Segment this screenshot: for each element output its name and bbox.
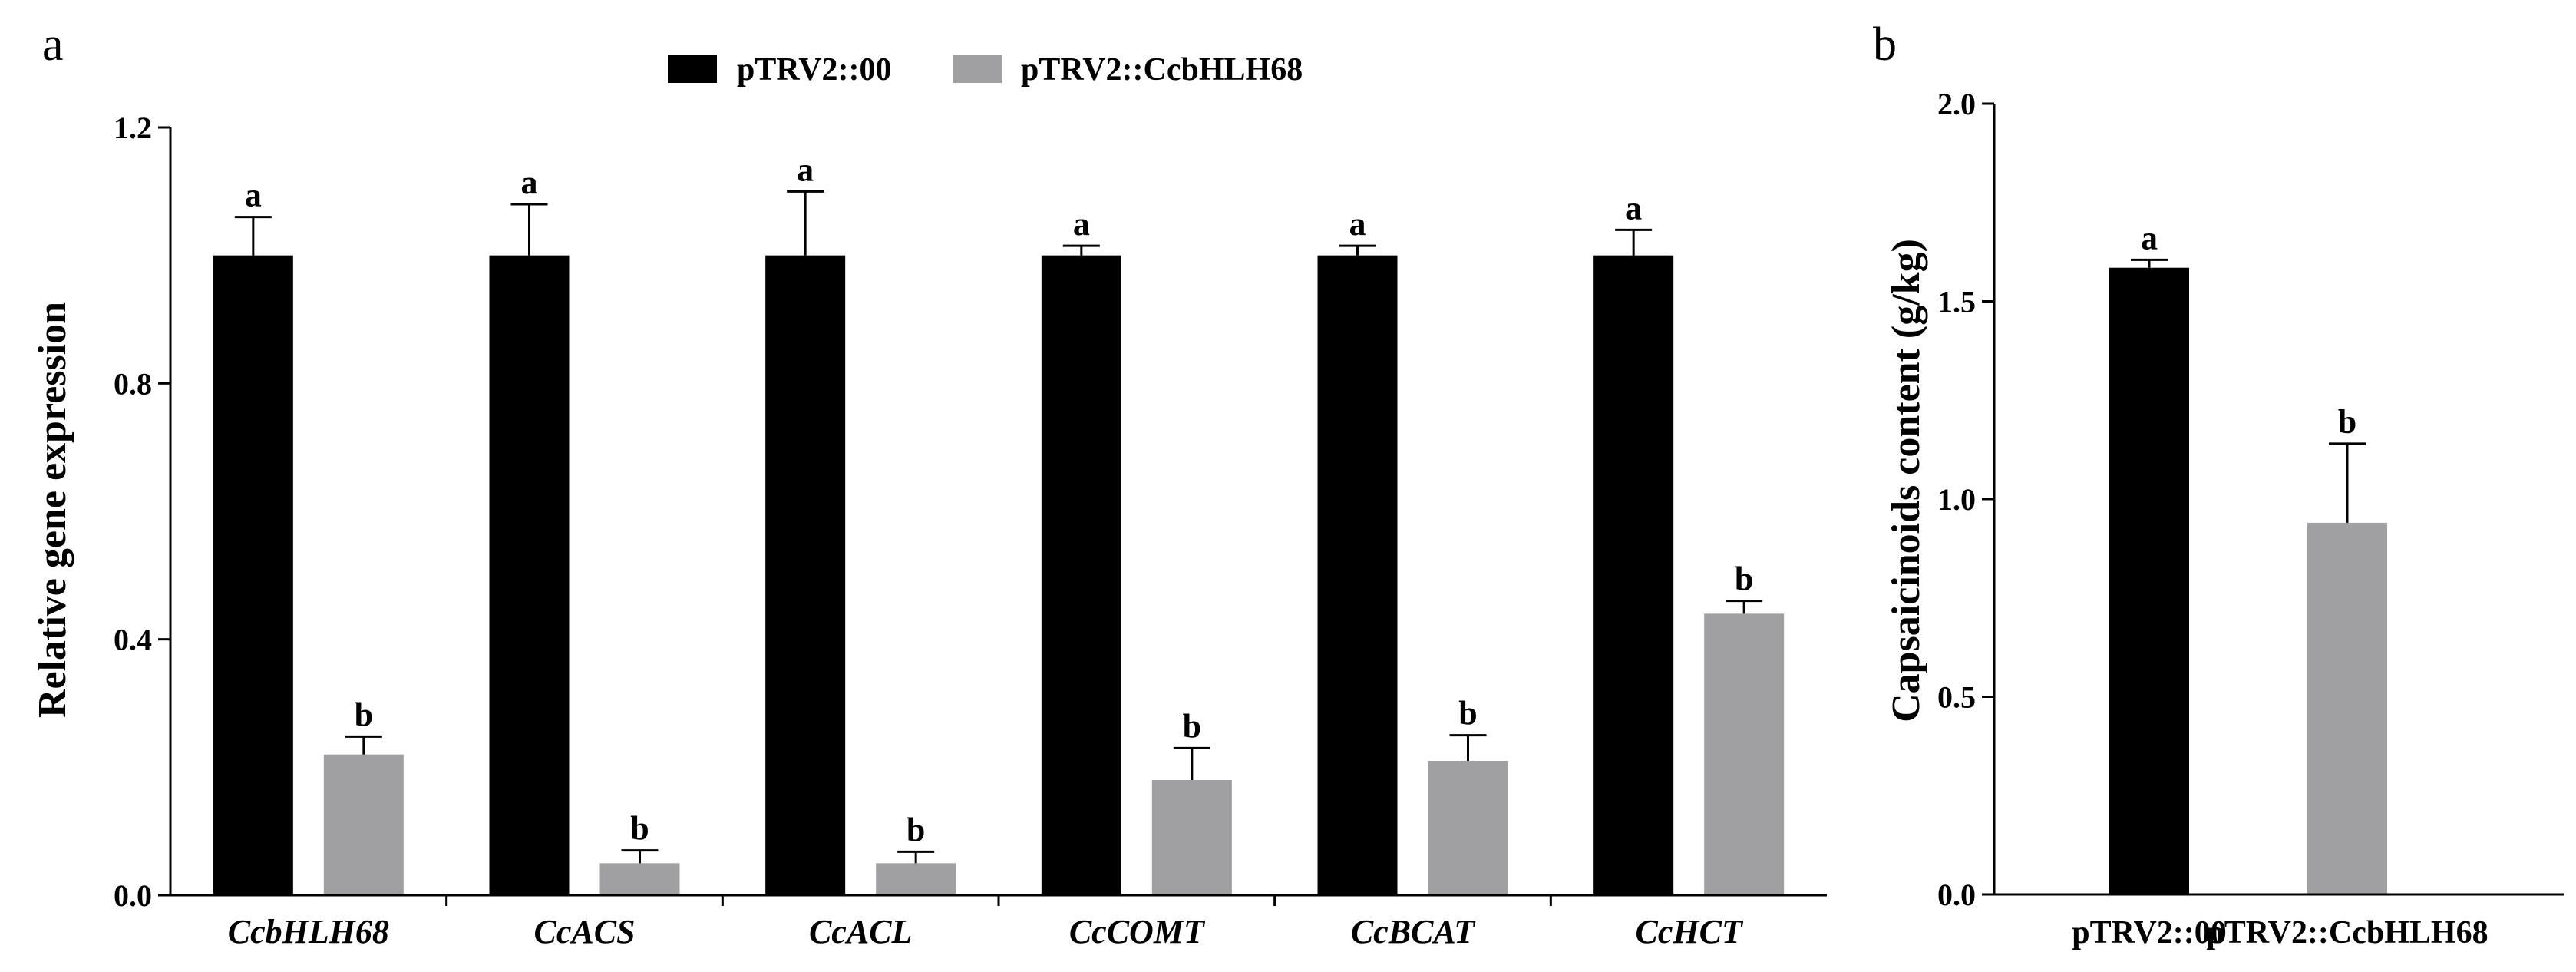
panel-b-significance-label-ptrv2-ccbhlh68: b [2338,403,2356,441]
panel-b-y-axis-title: Capsaicinoids content (g/kg) [1884,239,1928,722]
bar-ccbhlh68-ptrv2-00 [213,255,293,896]
significance-label-cchct-ptrv2-00: a [1625,189,1642,226]
panel-b-y-tick-label-0: 0.0 [1937,878,1976,912]
panel-b-y-tick-label-2: 1.0 [1937,482,1976,517]
panel-b-bar-chart: ab pTRV2::00pTRV2::CcbHLH680.00.51.01.52… [1884,87,2564,951]
bar-ccbcat-ptrv2-00 [1317,255,1398,896]
x-tick-label-ccacl: CcACL [809,913,912,951]
panel-b-bars: ab [2109,219,2387,895]
panel-a-bars: a b a b a b a b a b a b [213,150,1785,896]
bar-cchct-ptrv2-00 [1593,255,1674,896]
panel-b-y-tick-label-4: 2.0 [1937,87,1976,121]
bar-ccbhlh68-ptrv2-ccbhlh68 [323,754,404,895]
panel-a-label: a [42,18,64,71]
significance-label-cccomt-ptrv2-ccbhlh68: b [1183,707,1201,745]
x-tick-label-ccbcat: CcBCAT [1351,913,1476,951]
panel-b-y-tick-label-1: 0.5 [1937,680,1976,715]
panel-b-significance-label-ptrv2-00: a [2141,219,2158,256]
legend: pTRV2::00 pTRV2::CcbHLH68 [668,52,1303,88]
panel-a-y-tick-label-0: 0.0 [114,878,152,913]
significance-label-cccomt-ptrv2-00: a [1073,205,1090,243]
significance-label-ccacl-ptrv2-ccbhlh68: b [907,811,925,848]
panel-a-y-tick-label-2: 0.8 [114,366,152,401]
legend-swatch-ptrv2-00 [668,55,717,83]
significance-label-cchct-ptrv2-ccbhlh68: b [1735,560,1753,598]
significance-label-ccbcat-ptrv2-00: a [1349,205,1366,243]
panel-b-label: b [1873,18,1897,71]
panel-a-bar-chart: a b a b a b a b a b a b CcbHLH68 CcACS CcACL CcCOMT CcB… [31,111,1827,951]
bar-ccacl-ptrv2-ccbhlh68 [876,863,956,895]
panel-b-x-tick-label-ptrv2-ccbhlh68: pTRV2::CcbHLH68 [2206,915,2488,951]
bar-ccacl-ptrv2-00 [765,255,846,896]
legend-swatch-ptrv2-ccbhlh68 [953,55,1002,83]
bar-ccacs-ptrv2-ccbhlh68 [599,863,680,895]
significance-label-ccacs-ptrv2-ccbhlh68: b [630,810,649,848]
significance-label-ccbcat-ptrv2-ccbhlh68: b [1458,695,1477,732]
bar-ccacs-ptrv2-00 [489,255,570,896]
bar-cccomt-ptrv2-ccbhlh68 [1151,780,1232,895]
x-tick-label-ccbhlh68: CcbHLH68 [228,913,389,951]
x-tick-label-cccomt: CcCOMT [1069,913,1206,951]
significance-label-ccacl-ptrv2-00: a [797,150,814,188]
panel-b-y-tick-label-3: 1.5 [1937,285,1976,319]
panel-a-axes: CcbHLH68 CcACS CcACL CcCOMT CcBCAT CcHCT 0.0 0.… [114,111,1827,951]
bar-cccomt-ptrv2-00 [1041,255,1121,896]
bar-cchct-ptrv2-ccbhlh68 [1704,613,1785,895]
x-tick-label-ccacs: CcACS [533,913,635,951]
bar-ccbcat-ptrv2-ccbhlh68 [1428,761,1508,895]
panel-a-y-axis-title: Relative gene expression [31,302,74,718]
panel-b-bar-ptrv2-ccbhlh68 [2307,522,2387,894]
panel-b-bar-ptrv2-00 [2109,267,2189,895]
legend-label-ptrv2-ccbhlh68: pTRV2::CcbHLH68 [1021,52,1303,88]
legend-label-ptrv2-00: pTRV2::00 [737,52,892,88]
panel-a-y-tick-label-3: 1.2 [114,111,152,145]
significance-label-ccbhlh68-ptrv2-00: a [245,177,262,214]
panel-a-y-tick-label-1: 0.4 [114,623,152,657]
significance-label-ccbhlh68-ptrv2-ccbhlh68: b [355,696,373,733]
x-tick-label-cchct: CcHCT [1636,913,1744,951]
panel-b-x-tick-label-ptrv2-00: pTRV2::00 [2072,915,2227,951]
significance-label-ccacs-ptrv2-00: a [521,164,538,201]
